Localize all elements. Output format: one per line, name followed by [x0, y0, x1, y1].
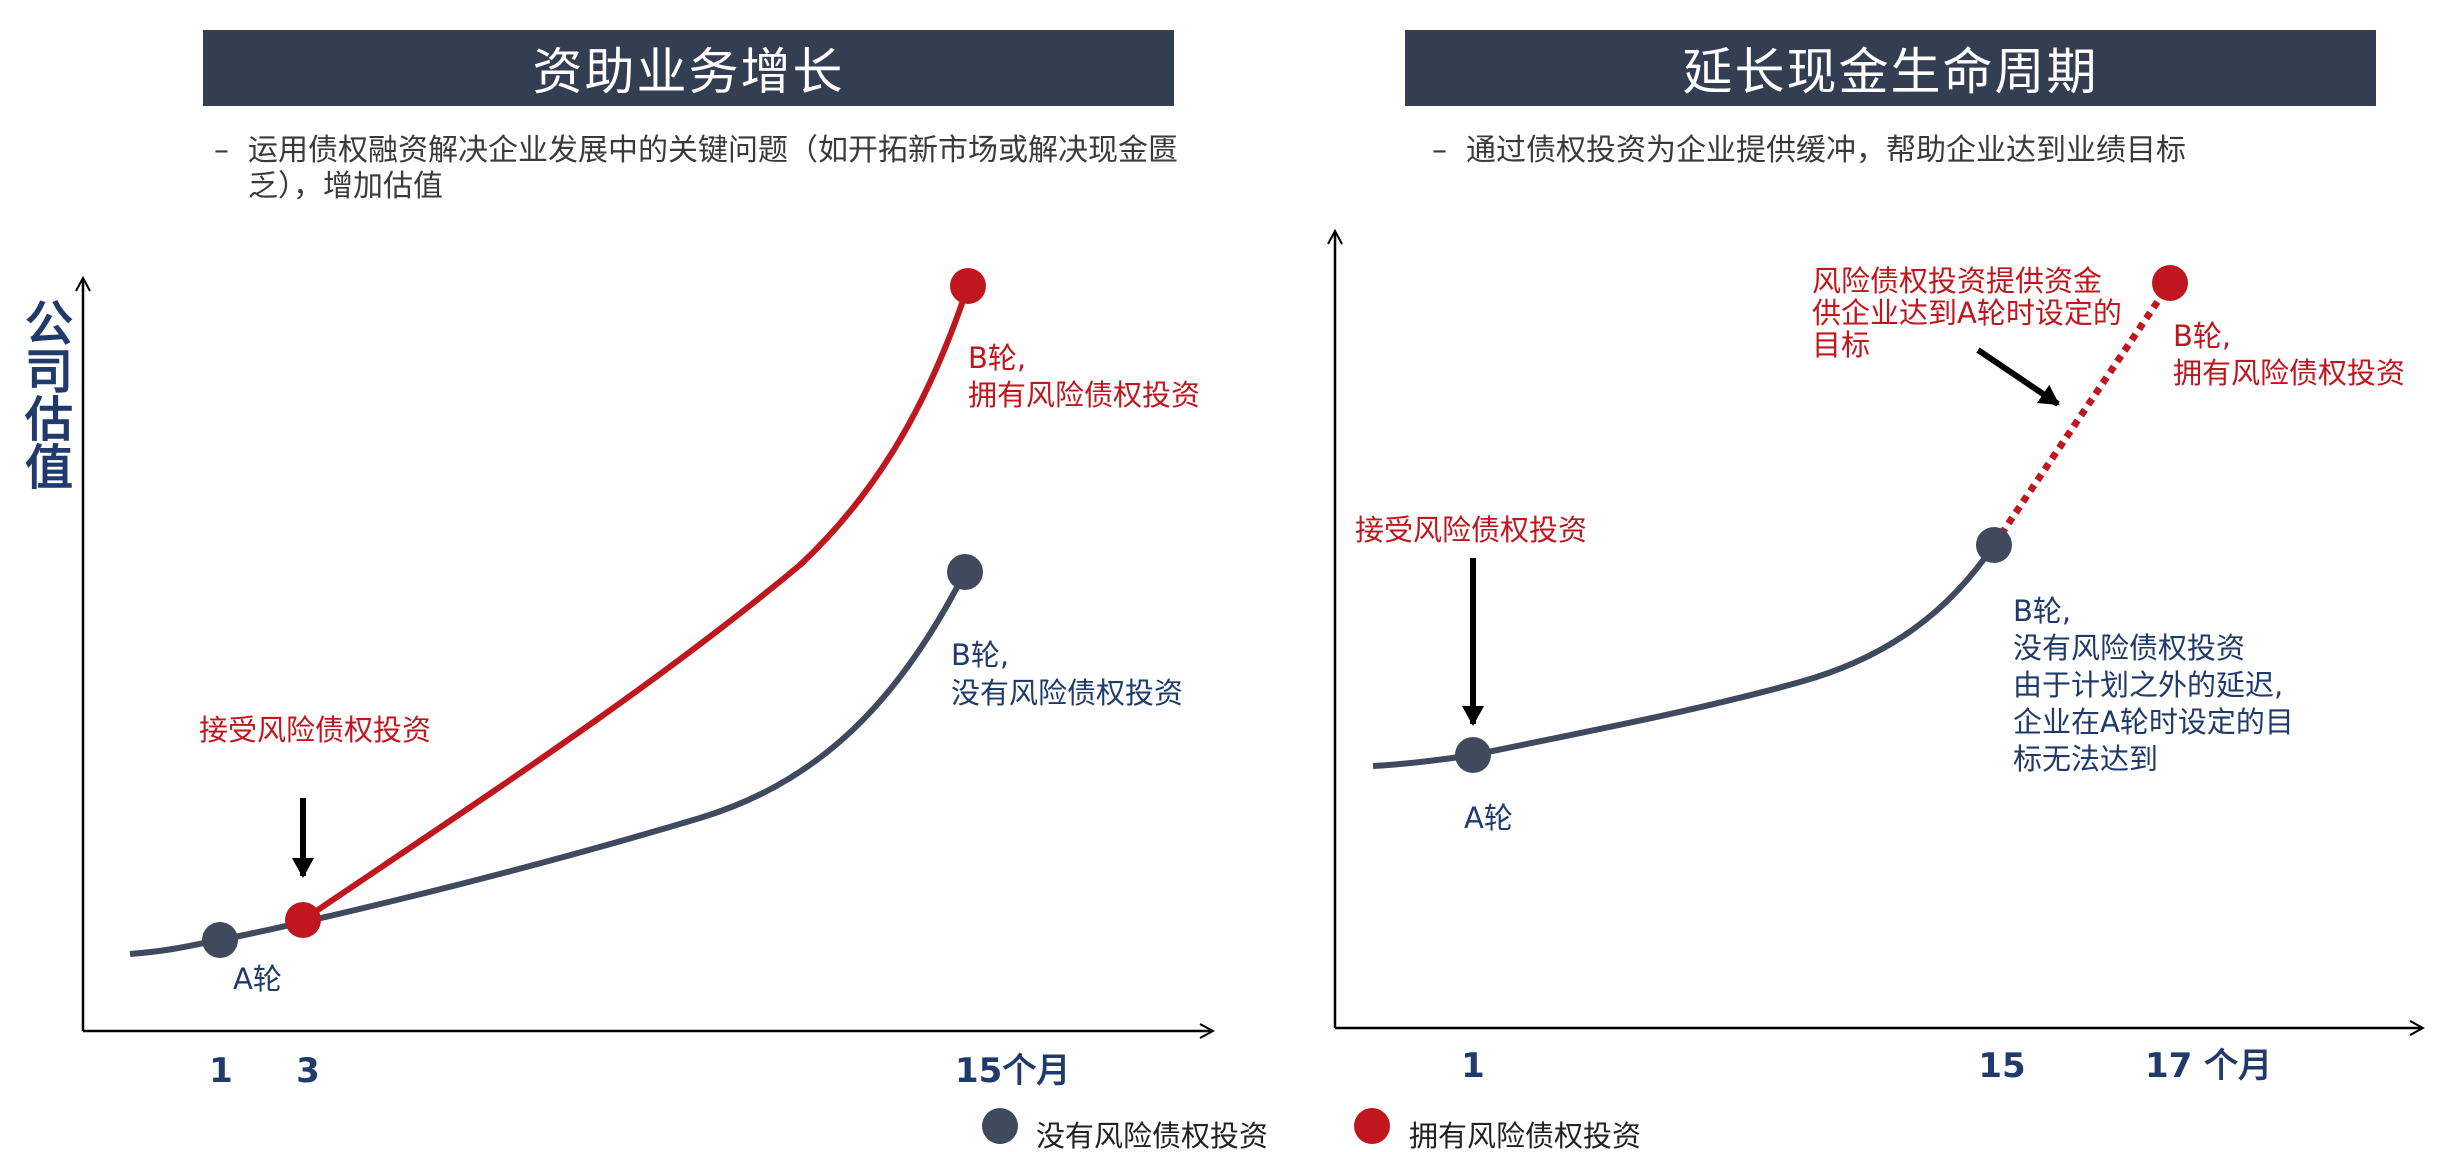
right-panel-title: 延长现金生命周期 — [1405, 30, 2376, 106]
right-curve-without-investment — [1372, 543, 1997, 769]
left-point-round-a — [202, 922, 238, 958]
left-panel-title: 资助业务增长 — [203, 30, 1174, 106]
right-provides-label-1: 风险债权投资提供资金 — [1812, 264, 2102, 298]
left-x-tick-1: 1 — [209, 1051, 233, 1091]
left-panel-title-text: 资助业务增长 — [532, 43, 845, 101]
right-accept-label: 接受风险债权投资 — [1355, 513, 1587, 547]
left-round-a-label: A轮 — [233, 962, 282, 996]
left-round-b-without-label-2: 没有风险债权投资 — [951, 676, 1183, 710]
right-round-b-without-label-3: 由于计划之外的延迟, — [2013, 668, 2283, 702]
y-axis-label: 公司估值 — [16, 298, 72, 490]
left-round-b-with-label-1: B轮, — [968, 341, 1026, 375]
left-point-round-b-without — [947, 554, 983, 590]
legend-label-without: 没有风险债权投资 — [1036, 1119, 1268, 1152]
right-round-b-without-label-1: B轮, — [2013, 594, 2071, 628]
left-chart: 接受风险债权投资 A轮 B轮, 拥有风险债权投资 B轮, 没有风险债权投资 1 … — [83, 268, 1212, 1091]
left-round-b-with-label-2: 拥有风险债权投资 — [968, 378, 1200, 412]
legend: 没有风险债权投资 拥有风险债权投资 — [982, 1108, 1641, 1152]
right-point-round-b-without — [1976, 527, 2012, 563]
right-round-b-without-label-5: 标无法达到 — [2013, 742, 2158, 776]
right-x-tick-1: 1 — [1461, 1046, 1485, 1086]
left-x-tick-15: 15个月 — [955, 1051, 1070, 1091]
right-point-round-b-with — [2152, 265, 2188, 301]
right-round-a-label: A轮 — [1464, 801, 1513, 835]
legend-swatch-with — [1354, 1108, 1390, 1144]
left-x-tick-3: 3 — [296, 1051, 320, 1091]
left-round-b-without-label-1: B轮, — [951, 638, 1009, 672]
right-round-b-with-label-2: 拥有风险债权投资 — [2173, 356, 2405, 390]
left-accept-label: 接受风险债权投资 — [199, 713, 431, 747]
right-panel-bullet-text: 通过债权投资为企业提供缓冲，帮助企业达到业绩目标 — [1466, 133, 2186, 168]
right-round-b-without-label-4: 企业在A轮时设定的目 — [2013, 705, 2294, 739]
left-panel-bullet-text: 运用债权融资解决企业发展中的关键问题（如开拓新市场或解决现金匮乏），增加估值 — [248, 133, 1178, 204]
right-chart: 接受风险债权投资 A轮 风险债权投资提供资金 供企业达到A轮时设定的 目标 B轮… — [1335, 232, 2422, 1086]
right-provides-arrow — [1976, 347, 2060, 407]
right-round-b-without-label-2: 没有风险债权投资 — [2013, 631, 2245, 665]
right-dotted-with-investment — [1991, 281, 2173, 547]
bullet-dash: – — [214, 133, 229, 168]
right-round-b-with-label-1: B轮, — [2173, 319, 2231, 353]
right-provides-label-2: 供企业达到A轮时设定的 — [1812, 296, 2122, 330]
legend-label-with: 拥有风险债权投资 — [1409, 1119, 1641, 1152]
legend-swatch-without — [982, 1108, 1018, 1144]
right-provides-label-3: 目标 — [1812, 328, 1870, 362]
right-x-tick-15: 15 — [1978, 1046, 2025, 1086]
right-panel-title-text: 延长现金生命周期 — [1682, 43, 2099, 101]
left-point-round-b-with — [950, 268, 986, 304]
right-x-tick-17: 17 个月 — [2145, 1046, 2272, 1086]
left-curve-without-investment — [129, 570, 968, 957]
left-panel-bullet: – 运用债权融资解决企业发展中的关键问题（如开拓新市场或解决现金匮乏），增加估值 — [214, 133, 1194, 205]
left-curve-with-investment — [301, 285, 971, 923]
right-point-round-a — [1455, 737, 1491, 773]
left-point-investment — [285, 902, 321, 938]
right-panel-bullet: – 通过债权投资为企业提供缓冲，帮助企业达到业绩目标 — [1432, 133, 2392, 169]
bullet-dash: – — [1432, 133, 1447, 168]
